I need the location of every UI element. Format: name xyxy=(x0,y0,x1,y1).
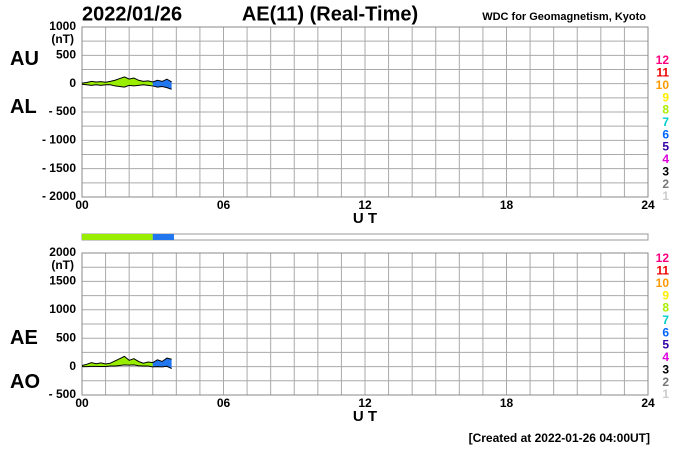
y-tick-label: 0 xyxy=(69,76,76,90)
series-label: AL xyxy=(10,96,37,118)
legend-entry: 5 xyxy=(662,338,669,352)
legend-entry: 4 xyxy=(662,350,669,364)
series-label: AO xyxy=(10,371,40,393)
source: WDC for Geomagnetism, Kyoto xyxy=(482,11,646,23)
series-line xyxy=(81,83,172,90)
band-fill xyxy=(82,356,153,367)
coverage-bar xyxy=(82,234,153,240)
coverage-bar xyxy=(152,234,174,240)
legend-entry: 8 xyxy=(662,301,669,315)
x-tick-label: 24 xyxy=(641,396,655,410)
x-axis-label: U T xyxy=(353,210,377,227)
legend-entry: 1 xyxy=(662,387,669,401)
x-tick-label: 00 xyxy=(75,396,89,410)
y-tick-label: 1000 xyxy=(49,19,76,33)
legend-entry: 9 xyxy=(662,288,669,302)
legend-entry: 11 xyxy=(656,264,669,278)
legend-entry: 3 xyxy=(662,362,669,376)
legend-entry: 1 xyxy=(662,189,669,203)
legend-entry: 7 xyxy=(662,115,669,129)
legend-entry: 2 xyxy=(662,375,669,389)
legend-entry: 5 xyxy=(662,140,669,154)
series-line xyxy=(81,355,172,366)
x-axis-label: U T xyxy=(353,408,377,425)
footer: [Created at 2022-01-26 04:00UT] xyxy=(469,431,650,445)
legend-entry: 8 xyxy=(662,103,669,117)
series-label: AE xyxy=(10,327,38,349)
x-tick-label: 00 xyxy=(75,198,89,212)
plot-frame xyxy=(81,252,649,396)
x-tick-label: 24 xyxy=(641,198,655,212)
y-tick-label: 500 xyxy=(56,48,76,62)
y-tick-label: - 1500 xyxy=(42,161,76,175)
x-tick-label: 06 xyxy=(217,198,231,212)
legend-entry: 10 xyxy=(656,78,670,92)
x-tick-label: 12 xyxy=(358,396,372,410)
plot-frame xyxy=(81,26,649,198)
y-axis-label: (nT) xyxy=(51,32,74,46)
legend-entry: 4 xyxy=(662,152,669,166)
y-axis-label: (nT) xyxy=(51,258,74,272)
y-tick-label: - 500 xyxy=(49,387,77,401)
legend-entry: 7 xyxy=(662,313,669,327)
y-tick-label: - 2000 xyxy=(42,189,76,203)
x-tick-label: 18 xyxy=(500,396,514,410)
series-label: AU xyxy=(10,48,39,70)
x-tick-label: 12 xyxy=(358,198,372,212)
legend-entry: 3 xyxy=(662,164,669,178)
series-line xyxy=(82,364,172,370)
x-tick-label: 18 xyxy=(500,198,514,212)
date: 2022/01/26 xyxy=(82,3,182,25)
legend-entry: 6 xyxy=(662,127,669,141)
legend-entry: 6 xyxy=(662,325,669,339)
y-tick-label: 1000 xyxy=(49,302,76,316)
legend-entry: 2 xyxy=(662,177,669,191)
legend-entry: 10 xyxy=(656,276,670,290)
y-tick-label: 1500 xyxy=(49,274,76,288)
y-tick-label: - 500 xyxy=(49,104,77,118)
band-fill xyxy=(82,76,153,88)
y-tick-label: 0 xyxy=(69,359,76,373)
chart-title: AE(11) (Real-Time) xyxy=(242,3,418,25)
y-tick-label: - 1000 xyxy=(42,133,76,147)
y-tick-label: 500 xyxy=(56,330,76,344)
legend-entry: 9 xyxy=(662,90,669,104)
y-tick-label: 2000 xyxy=(49,245,76,259)
legend-entry: 12 xyxy=(656,251,670,265)
x-tick-label: 06 xyxy=(217,396,231,410)
series-line xyxy=(81,76,172,84)
legend-entry: 12 xyxy=(656,53,670,67)
legend-entry: 11 xyxy=(656,66,669,80)
